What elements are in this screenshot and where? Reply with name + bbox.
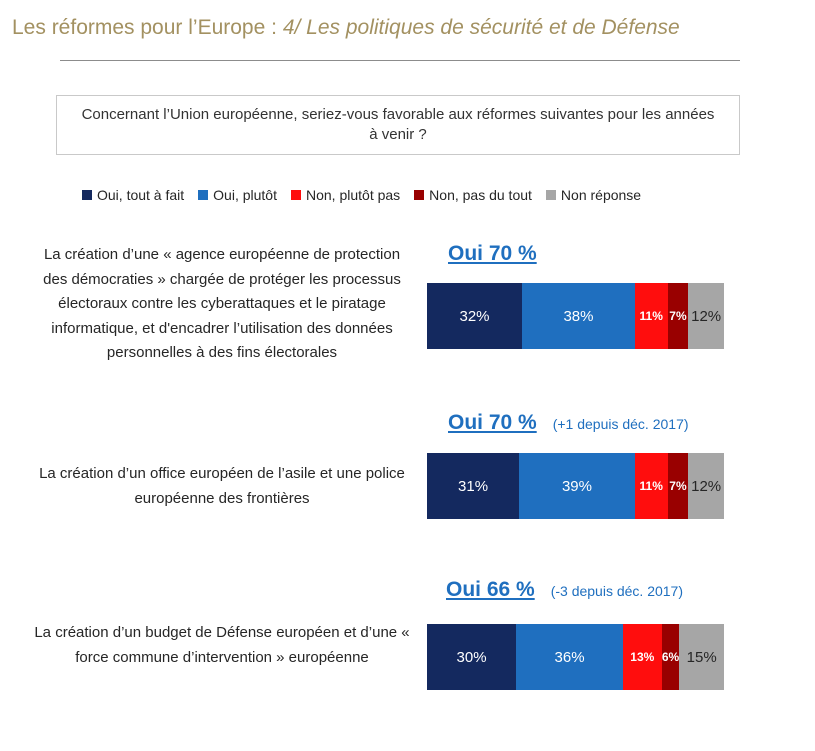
legend-item-non-reponse: Non réponse	[545, 187, 642, 203]
legend-item-oui-tout-a-fait: Oui, tout à fait	[82, 187, 184, 203]
data-label: 36%	[554, 648, 585, 666]
row-headline: Oui 70 % (+1 depuis déc. 2017)	[448, 411, 689, 435]
legend-label: Non, plutôt pas	[306, 187, 401, 203]
data-label: 32%	[459, 307, 490, 325]
chart-legend: Oui, tout à fait Oui, plutôt Non, plutôt p…	[82, 187, 641, 203]
bar-segment-non-plutot-pas: 13%	[623, 624, 662, 690]
legend-swatch	[291, 190, 301, 200]
bar-segment-oui-plutot: 38%	[522, 283, 635, 349]
data-label: 39%	[561, 477, 592, 495]
survey-question: Concernant l’Union européenne, seriez-vo…	[56, 95, 740, 155]
row-label: La création d’un budget de Défense europ…	[34, 624, 410, 666]
bar-segment-non-plutot-pas: 11%	[634, 453, 668, 519]
delta-label: (+1 depuis déc. 2017)	[552, 416, 689, 432]
bar-segment-oui-tout-a-fait: 31%	[427, 453, 520, 519]
row-headline: Oui 70 %	[448, 242, 537, 266]
data-label: 31%	[458, 477, 489, 495]
title-divider	[60, 60, 740, 61]
data-label: 12%	[691, 477, 722, 495]
bar-segment-oui-tout-a-fait: 30%	[427, 624, 517, 690]
legend-label: Non, pas du tout	[429, 187, 532, 203]
bar-segment-non-reponse: 12%	[688, 283, 724, 349]
title-subtitle: 4/ Les politiques de sécurité et de Défe…	[282, 16, 680, 39]
bar-segment-non-plutot-pas: 11%	[634, 283, 668, 349]
data-label: 11%	[639, 309, 663, 323]
total-oui-label: Oui 70 %	[448, 242, 537, 265]
legend-swatch	[414, 190, 425, 200]
legend-item-oui-plutot: Oui, plutôt	[198, 187, 277, 203]
data-label: 38%	[563, 307, 594, 325]
stacked-bar: 31% 39% 11% 7% 12%	[427, 453, 724, 519]
legend-swatch	[82, 190, 92, 200]
legend-item-non-plutot-pas: Non, plutôt pas	[291, 187, 400, 203]
legend-label: Oui, tout à fait	[97, 187, 185, 203]
title-main: Les réformes pour l’Europe :	[12, 16, 277, 39]
page-title: Les réformes pour l’Europe : 4/ Les poli…	[12, 16, 680, 40]
bar-segment-non-reponse: 15%	[679, 624, 724, 690]
legend-label: Oui, plutôt	[213, 187, 277, 203]
bar-segment-oui-tout-a-fait: 32%	[427, 283, 523, 349]
bar-segment-non-pas-du-tout: 7%	[667, 283, 689, 349]
data-label: 15%	[686, 648, 717, 666]
data-label: 7%	[669, 479, 687, 493]
bar-segment-non-pas-du-tout: 7%	[667, 453, 689, 519]
legend-label: Non réponse	[560, 187, 642, 203]
bar-segment-oui-plutot: 36%	[516, 624, 623, 690]
data-label: 30%	[456, 648, 487, 666]
data-label: 7%	[669, 309, 687, 323]
total-oui-label: Oui 70 %	[448, 411, 537, 434]
stacked-bar: 30% 36% 13% 6% 15%	[427, 624, 724, 690]
data-label: 13%	[630, 650, 655, 664]
bar-segment-non-pas-du-tout: 6%	[661, 624, 680, 690]
legend-swatch	[545, 190, 556, 200]
legend-item-non-pas-du-tout: Non, pas du tout	[414, 187, 532, 203]
data-label: 11%	[639, 479, 663, 493]
row-label: La création d’un office européen de l’as…	[39, 465, 405, 507]
row-headline: Oui 66 % (-3 depuis déc. 2017)	[446, 578, 683, 602]
legend-swatch	[198, 190, 209, 200]
total-oui-label: Oui 66 %	[446, 578, 535, 601]
bar-segment-oui-plutot: 39%	[519, 453, 635, 519]
data-label: 12%	[691, 307, 722, 325]
bar-segment-non-reponse: 12%	[688, 453, 724, 519]
delta-label: (-3 depuis déc. 2017)	[550, 583, 684, 599]
stacked-bar: 32% 38% 11% 7% 12%	[427, 283, 724, 349]
row-label: La création d’une « agence européenne de…	[43, 246, 401, 361]
data-label: 6%	[661, 650, 680, 664]
